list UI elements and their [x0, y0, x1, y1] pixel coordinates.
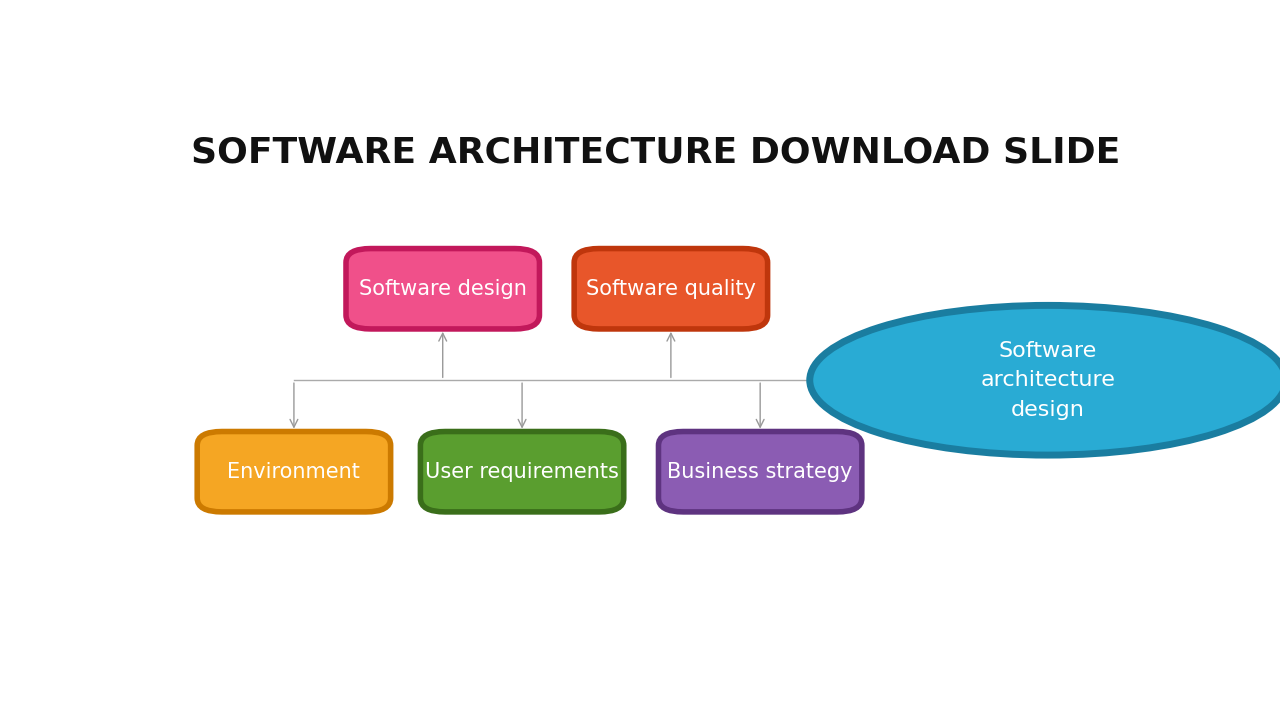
Text: Software design: Software design — [358, 279, 526, 299]
Text: Business strategy: Business strategy — [667, 462, 852, 482]
Text: Environment: Environment — [228, 462, 361, 482]
FancyBboxPatch shape — [575, 248, 768, 329]
Text: Software
architecture
design: Software architecture design — [980, 341, 1115, 420]
Ellipse shape — [810, 305, 1280, 455]
Text: Software quality: Software quality — [586, 279, 756, 299]
FancyBboxPatch shape — [420, 431, 623, 512]
FancyBboxPatch shape — [197, 431, 390, 512]
FancyBboxPatch shape — [658, 431, 861, 512]
Text: SOFTWARE ARCHITECTURE DOWNLOAD SLIDE: SOFTWARE ARCHITECTURE DOWNLOAD SLIDE — [191, 136, 1121, 170]
Text: User requirements: User requirements — [425, 462, 620, 482]
FancyBboxPatch shape — [346, 248, 539, 329]
